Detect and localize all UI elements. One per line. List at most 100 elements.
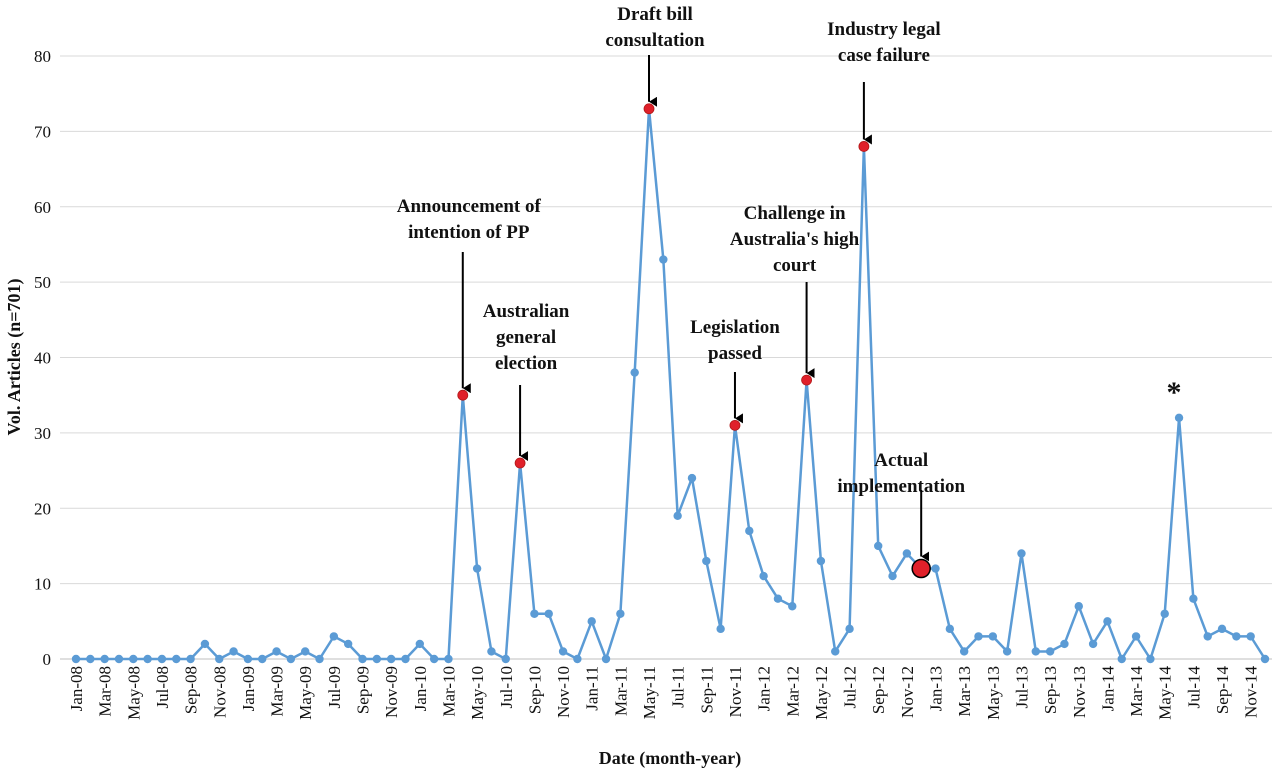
- data-point: [1074, 602, 1083, 611]
- data-point: [372, 654, 382, 664]
- data-point: [186, 654, 195, 664]
- x-axis-ticks: Jan-08 Mar-08 May-08 Jul-08 Sep-08 Nov-08 Jan-…: [67, 666, 1261, 720]
- data-point: [501, 654, 510, 664]
- x-tick-label: Jul-12: [841, 666, 860, 709]
- x-tick-label: Jan-12: [755, 666, 774, 711]
- x-tick-label: Mar-10: [439, 666, 458, 717]
- data-point: [716, 624, 725, 634]
- data-point: [831, 647, 840, 656]
- data-point: [114, 654, 124, 664]
- x-tick-label: Jul-10: [497, 666, 516, 709]
- annotation: Actual implementation: [837, 450, 965, 562]
- data-point: [386, 654, 396, 664]
- x-tick-label: Sep-09: [354, 666, 373, 714]
- y-axis-ticks: 0 10 20 30 40 50 60 70 80: [34, 47, 51, 669]
- annotation-label: consultation: [605, 30, 705, 51]
- data-point: [429, 654, 439, 664]
- annotation-asterisk: *: [1167, 376, 1182, 409]
- x-tick-label: Nov-09: [382, 666, 401, 718]
- data-point: [687, 473, 697, 483]
- annotation-label: Industry legal: [827, 19, 941, 40]
- annotation-label: Announcement of: [397, 196, 542, 217]
- x-tick-label: Jan-09: [239, 666, 258, 711]
- y-tick-label: 20: [34, 499, 51, 518]
- x-tick-label: Jul-14: [1184, 666, 1203, 709]
- data-point: [702, 556, 711, 566]
- x-tick-label: Nov-13: [1070, 666, 1089, 718]
- annotation-label: case failure: [838, 45, 930, 66]
- data-point: [243, 654, 253, 664]
- y-tick-label: 50: [34, 273, 51, 292]
- data-point: [1017, 549, 1026, 558]
- annotation-label: Australian: [483, 301, 570, 322]
- data-point: [1117, 654, 1126, 664]
- data-point: [1217, 624, 1227, 634]
- data-point: [974, 632, 983, 641]
- y-tick-label: 40: [34, 349, 51, 368]
- data-point: [988, 632, 998, 641]
- data-point: [1246, 632, 1255, 641]
- data-point-highlight: [514, 457, 526, 469]
- data-point: [172, 654, 181, 664]
- annotation-label: election: [495, 353, 558, 374]
- data-point: [286, 654, 296, 664]
- x-tick-label: Nov-11: [726, 666, 745, 717]
- x-tick-label: Nov-08: [210, 666, 229, 718]
- data-point: [71, 654, 81, 664]
- y-tick-label: 70: [34, 122, 51, 141]
- annotation-label: Challenge in: [744, 203, 846, 224]
- x-tick-label: Sep-13: [1041, 666, 1060, 714]
- annotation: *: [1167, 376, 1182, 409]
- annotation-label: Draft bill: [617, 4, 692, 25]
- x-tick-label: Nov-10: [554, 666, 573, 718]
- data-point: [1088, 639, 1098, 649]
- data-point: [959, 647, 969, 656]
- data-point: [1189, 594, 1198, 603]
- annotation: Industry legal case failure: [827, 19, 941, 145]
- data-point: [215, 654, 224, 664]
- data-point: [143, 654, 152, 664]
- data-point: [530, 609, 539, 618]
- x-tick-label: Sep-14: [1213, 666, 1232, 715]
- data-point: [816, 556, 826, 566]
- data-point: [343, 639, 353, 649]
- data-point: [415, 639, 425, 649]
- x-tick-label: Sep-11: [697, 666, 716, 714]
- x-tick-label: Jan-14: [1098, 666, 1117, 712]
- annotation-label: Australia's high: [730, 229, 860, 250]
- data-point: [1174, 413, 1184, 422]
- data-point: [1146, 654, 1155, 664]
- x-tick-label: Jan-11: [583, 666, 602, 711]
- data-point: [329, 632, 339, 641]
- data-point: [444, 654, 453, 664]
- y-tick-label: 0: [43, 650, 52, 669]
- data-point: [573, 654, 582, 664]
- annotation-label: Legislation: [690, 317, 780, 338]
- data-point: [1103, 617, 1112, 626]
- y-tick-label: 60: [34, 198, 51, 217]
- y-tick-label: 80: [34, 47, 51, 66]
- data-point: [100, 654, 109, 664]
- data-points: [71, 103, 1270, 664]
- data-point: [558, 647, 568, 656]
- data-point: [759, 571, 768, 581]
- annotation-label: passed: [708, 343, 762, 364]
- x-tick-label: May-10: [468, 666, 487, 720]
- data-point: [659, 255, 668, 264]
- data-point: [745, 526, 754, 536]
- x-tick-label: May-14: [1156, 666, 1175, 720]
- data-point: [229, 647, 238, 656]
- x-tick-label: Jan-10: [411, 666, 430, 711]
- x-tick-label: May-13: [984, 666, 1003, 720]
- y-axis-title: Vol. Articles (n=701): [4, 278, 25, 435]
- data-point: [587, 617, 596, 626]
- annotations: Announcement of intention of PP Australian…: [397, 4, 1182, 562]
- data-point: [1260, 654, 1270, 664]
- data-point: [1203, 632, 1212, 641]
- x-tick-label: Jul-09: [325, 666, 344, 709]
- data-point: [845, 624, 854, 634]
- data-point: [301, 647, 310, 656]
- data-point-highlight: [858, 141, 870, 152]
- x-tick-label: Jan-13: [927, 666, 946, 711]
- data-point-highlight: [911, 558, 931, 579]
